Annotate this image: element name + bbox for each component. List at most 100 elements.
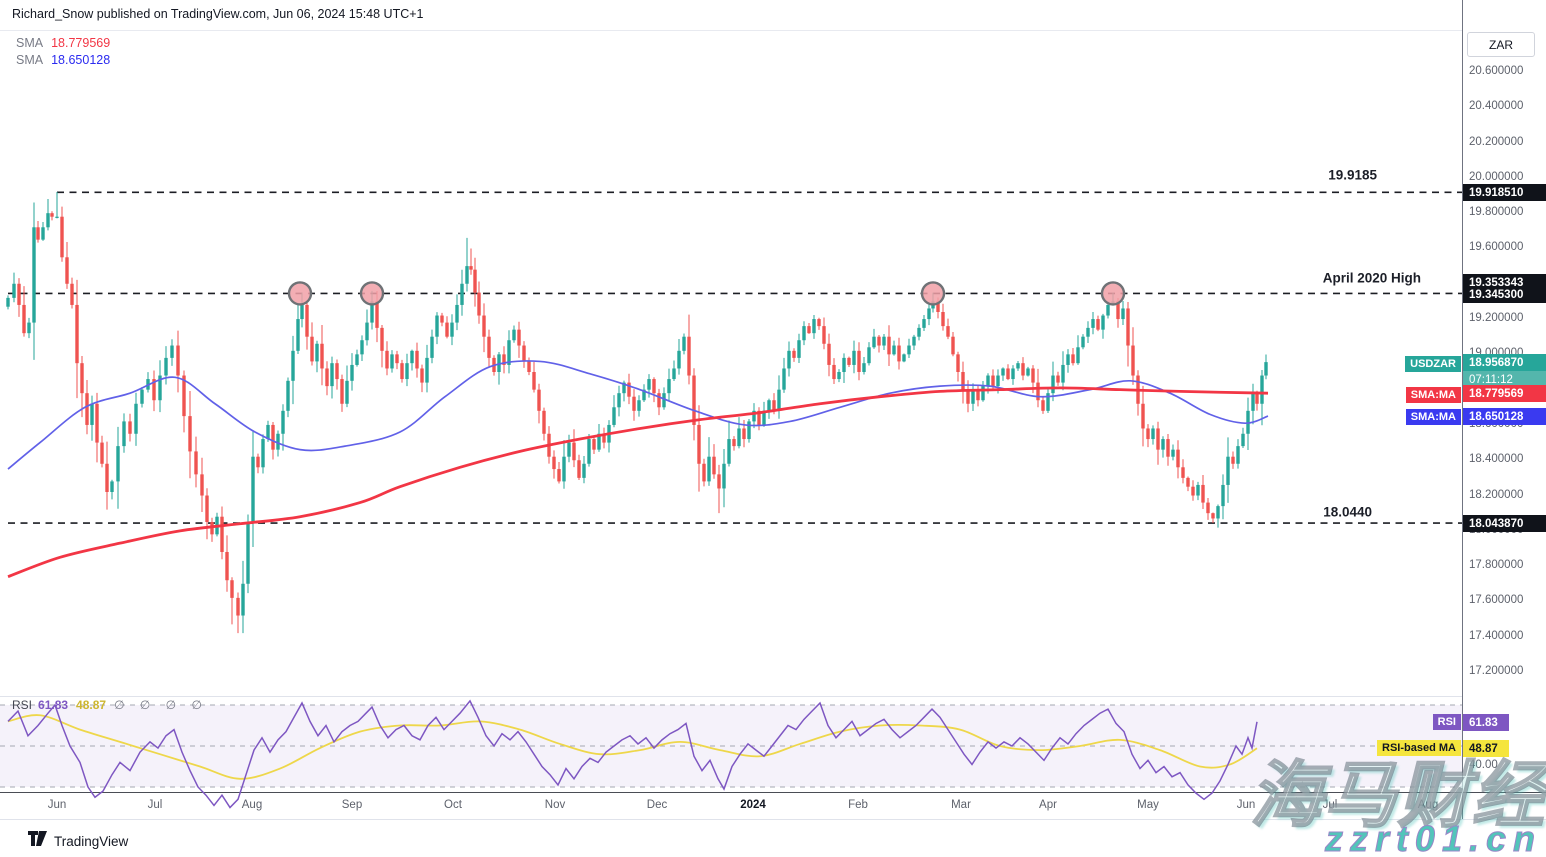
price-tick: 19.800000 — [1469, 206, 1524, 219]
candle-body — [1081, 336, 1085, 348]
candle-body — [922, 319, 926, 328]
candle-body — [512, 329, 516, 341]
candle-body — [782, 368, 786, 390]
candle-body — [971, 389, 975, 404]
candle-body — [667, 379, 671, 394]
candle-body — [1211, 513, 1215, 519]
candle-body — [325, 368, 329, 387]
level-annotation-low[interactable]: 18.0440 — [1323, 504, 1372, 520]
sma-blue-name-badge: SMA:MA — [1405, 409, 1461, 425]
rsi-line — [7, 699, 1258, 809]
price-tick: 17.800000 — [1469, 559, 1524, 572]
candle-body — [286, 380, 290, 411]
candle-body — [917, 327, 921, 337]
rsi-legend[interactable]: RSI 61.83 48.87 ∅ ∅ ∅ ∅ — [12, 698, 208, 712]
candle-body — [355, 354, 359, 365]
candle-body — [70, 283, 74, 305]
candle-body — [230, 580, 234, 598]
candle-body — [90, 403, 94, 425]
candle-body — [946, 326, 950, 337]
last-price-badge: 18.956870 — [1463, 354, 1546, 371]
candle-body — [460, 283, 464, 305]
candle-body — [300, 304, 304, 320]
candle-body — [722, 463, 726, 489]
candle-body — [707, 456, 711, 482]
candle-body — [772, 400, 776, 411]
time-tick-nov: Nov — [544, 799, 566, 811]
candle-body — [1096, 319, 1100, 330]
candle-body — [400, 363, 404, 380]
candle-body — [1066, 354, 1070, 365]
candle-body — [522, 345, 526, 362]
candle-body — [657, 393, 661, 408]
candle-body — [1016, 363, 1020, 369]
sma-legend-row-2[interactable]: SMA 18.650128 — [16, 52, 110, 69]
time-tick-aug: Aug — [241, 799, 263, 811]
candle-body — [276, 433, 280, 450]
candle-body — [717, 474, 721, 489]
candle-body — [330, 363, 334, 387]
candle-body — [17, 283, 21, 305]
candle-body — [164, 357, 168, 376]
candle-body — [682, 336, 686, 351]
sma1-value: 18.779569 — [51, 36, 111, 50]
candle-body — [1231, 456, 1235, 464]
candle-body — [95, 403, 99, 443]
tradingview-footer-link[interactable]: TradingView — [28, 831, 128, 851]
candle-body — [455, 304, 459, 323]
level-annotation-april-2020-high[interactable]: April 2020 High — [1322, 270, 1421, 286]
candle-body — [1255, 393, 1259, 404]
candle-body — [1251, 393, 1255, 411]
candle-body — [872, 336, 876, 348]
currency-toggle-button[interactable]: ZAR — [1467, 32, 1535, 57]
candle-body — [1021, 363, 1025, 376]
candle-body — [1031, 368, 1035, 383]
candle-body — [266, 424, 270, 440]
countdown-badge: 07:11:12 — [1463, 371, 1546, 388]
touch-marker-circle-2 — [920, 281, 946, 306]
candle-body — [537, 389, 541, 411]
price-tick: 20.200000 — [1469, 135, 1524, 148]
candle-body — [951, 336, 955, 355]
candle-body — [296, 319, 300, 351]
sma-red-line — [7, 386, 1269, 579]
candle-body — [762, 410, 766, 425]
candle-body — [134, 403, 138, 434]
tradingview-logo-icon — [28, 831, 47, 851]
candle-body — [752, 410, 756, 422]
candle-body — [1216, 506, 1220, 519]
candle-body — [440, 315, 444, 323]
candle-body — [592, 439, 596, 450]
candle-body — [832, 364, 836, 380]
candle-body — [1076, 347, 1080, 364]
candle-body — [767, 400, 771, 411]
candle-body — [966, 389, 970, 404]
candle-body — [652, 379, 656, 394]
candle-body — [415, 350, 419, 369]
candle-body — [305, 304, 309, 337]
candle-body — [405, 363, 409, 380]
sma-legend-row-1[interactable]: SMA 18.779569 — [16, 35, 110, 52]
time-tick-dec: Dec — [646, 799, 668, 811]
time-tick-2024: 2024 — [740, 799, 766, 811]
candle-body — [597, 433, 601, 450]
candle-body — [469, 266, 473, 270]
candle-body — [1260, 375, 1264, 404]
candle-body — [85, 393, 89, 425]
candle-body — [1011, 368, 1015, 380]
candle-body — [777, 389, 781, 411]
price-tick: 20.600000 — [1469, 65, 1524, 77]
candle-body — [822, 326, 826, 344]
candle-body — [587, 439, 591, 464]
candle-body — [802, 326, 806, 341]
candle-body — [395, 354, 399, 364]
level-annotation-high[interactable]: 19.9185 — [1328, 167, 1377, 183]
time-tick-sep: Sep — [341, 799, 363, 811]
candle-body — [732, 439, 736, 447]
candle-body — [1176, 449, 1180, 468]
candle-body — [702, 463, 706, 482]
candle-body — [116, 446, 120, 482]
candle-body — [892, 345, 896, 355]
